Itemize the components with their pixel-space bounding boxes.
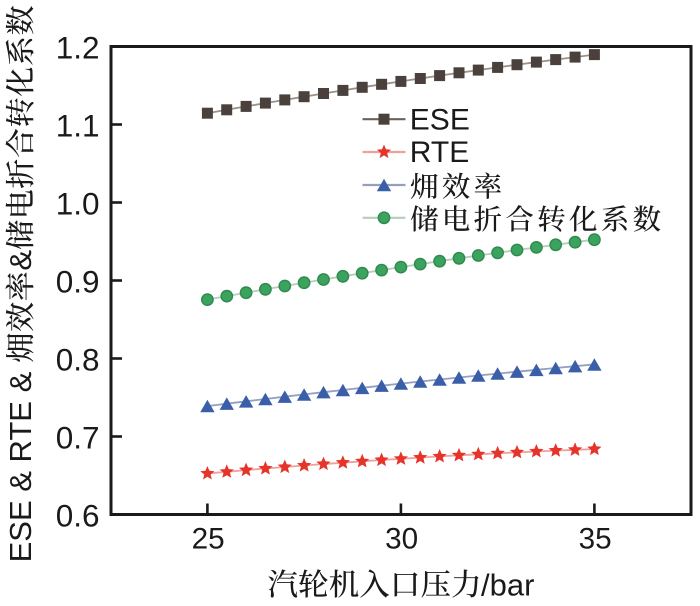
svg-text:1.2: 1.2: [56, 30, 100, 66]
svg-text:ESE: ESE: [410, 103, 470, 136]
svg-text:25: 25: [192, 522, 225, 555]
svg-text:0.6: 0.6: [56, 498, 100, 534]
svg-text:/bar: /bar: [481, 568, 534, 603]
svg-text:ESE & RTE &: ESE & RTE &: [3, 371, 38, 562]
svg-text:0.9: 0.9: [56, 264, 100, 300]
svg-text:&: &: [3, 250, 38, 271]
svg-text:1.1: 1.1: [56, 108, 100, 144]
svg-text:35: 35: [579, 522, 612, 555]
svg-text:RTE: RTE: [410, 136, 469, 169]
svg-text:30: 30: [385, 522, 418, 555]
svg-text:1.0: 1.0: [56, 186, 100, 222]
svg-text:0.7: 0.7: [56, 420, 100, 456]
svg-text:0.8: 0.8: [56, 342, 100, 378]
